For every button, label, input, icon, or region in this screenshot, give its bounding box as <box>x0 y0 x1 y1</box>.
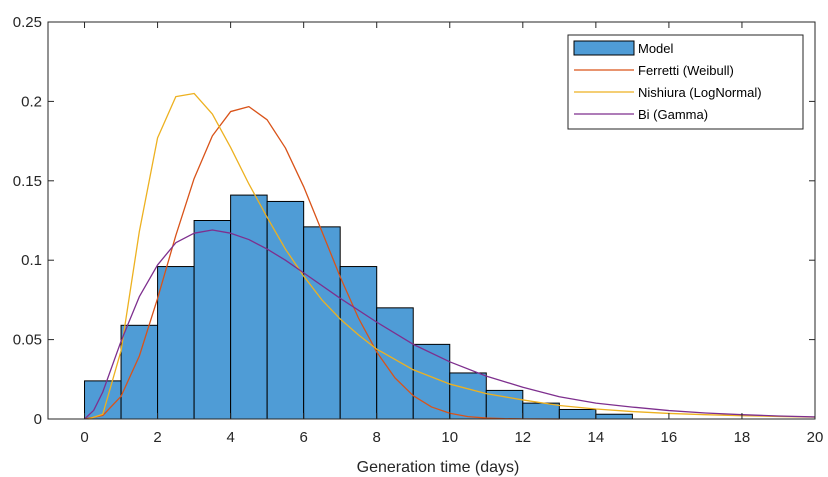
legend-entry-label: Ferretti (Weibull) <box>638 63 734 78</box>
x-tick-label: 20 <box>807 429 824 446</box>
x-tick-label: 18 <box>734 429 751 446</box>
y-tick-label: 0.2 <box>21 93 42 110</box>
legend-swatch-model <box>573 40 635 56</box>
y-tick-label: 0.15 <box>13 173 42 190</box>
y-tick-label: 0.25 <box>13 14 42 31</box>
x-tick-label: 10 <box>441 429 458 446</box>
x-tick-label: 8 <box>373 429 381 446</box>
x-tick-label: 4 <box>226 429 234 446</box>
distribution-curves <box>84 92 816 420</box>
y-tick-label: 0 <box>34 411 42 428</box>
x-tick-label: 16 <box>661 429 678 446</box>
x-tick-label: 12 <box>514 429 531 446</box>
legend-entry-label: Nishiura (LogNormal) <box>638 85 762 100</box>
histogram-bar <box>266 200 305 420</box>
legend-entry-label: Model <box>638 41 674 56</box>
histogram-bar <box>120 324 159 420</box>
histogram-bar <box>522 402 560 420</box>
histogram-bar <box>193 220 232 420</box>
histogram-bar <box>230 194 268 420</box>
y-tick-label: 0.05 <box>13 332 42 349</box>
series-line-2 <box>87 92 816 420</box>
y-axis-ticks: 0 0.05 0.1 0.15 0.2 0.25 <box>13 14 815 428</box>
x-tick-label: 14 <box>588 429 605 446</box>
y-tick-label: 0.1 <box>21 252 42 269</box>
histogram-bar <box>449 372 487 420</box>
histogram-bar <box>303 226 341 420</box>
histogram-bar <box>376 307 414 420</box>
x-tick-label: 0 <box>80 429 88 446</box>
x-axis-ticks: 0 2 4 6 8 10 12 14 16 18 20 <box>80 22 823 446</box>
histogram-bar <box>595 413 633 420</box>
x-axis-title: Generation time (days) <box>357 459 520 476</box>
series-line-1 <box>84 105 560 420</box>
x-tick-label: 2 <box>153 429 161 446</box>
legend-entry-label: Bi (Gamma) <box>638 107 708 122</box>
series-line-3 <box>84 229 816 420</box>
histogram-bar <box>558 408 597 420</box>
plot-area-frame <box>47 21 816 420</box>
legend: Model Ferretti (Weibull) Nishiura (LogNorm… <box>567 34 804 130</box>
x-tick-label: 6 <box>299 429 307 446</box>
histogram-bar <box>157 266 195 420</box>
